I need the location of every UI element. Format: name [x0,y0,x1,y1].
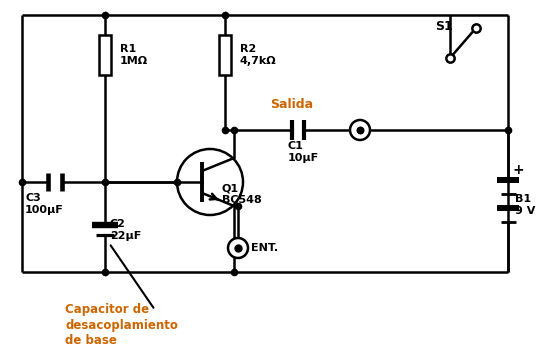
Text: B1
9 V: B1 9 V [515,194,535,216]
Text: Q1
BC548: Q1 BC548 [222,183,262,205]
Text: C2
22μF: C2 22μF [110,219,141,241]
Text: C1
10μF: C1 10μF [288,141,319,163]
Bar [99,35,111,75]
Bar [219,35,231,75]
Text: R1
1MΩ: R1 1MΩ [120,44,148,66]
Text: Salida: Salida [270,98,313,112]
Text: S1: S1 [435,21,453,34]
Text: +: + [513,163,525,177]
Text: C3
100μF: C3 100μF [25,193,64,215]
Text: R2
4,7kΩ: R2 4,7kΩ [240,44,277,66]
Text: ENT.: ENT. [251,243,278,253]
Circle shape [228,238,248,258]
Circle shape [350,120,370,140]
Text: Capacitor de
desacoplamiento
de base: Capacitor de desacoplamiento de base [65,303,178,347]
Circle shape [177,149,243,215]
